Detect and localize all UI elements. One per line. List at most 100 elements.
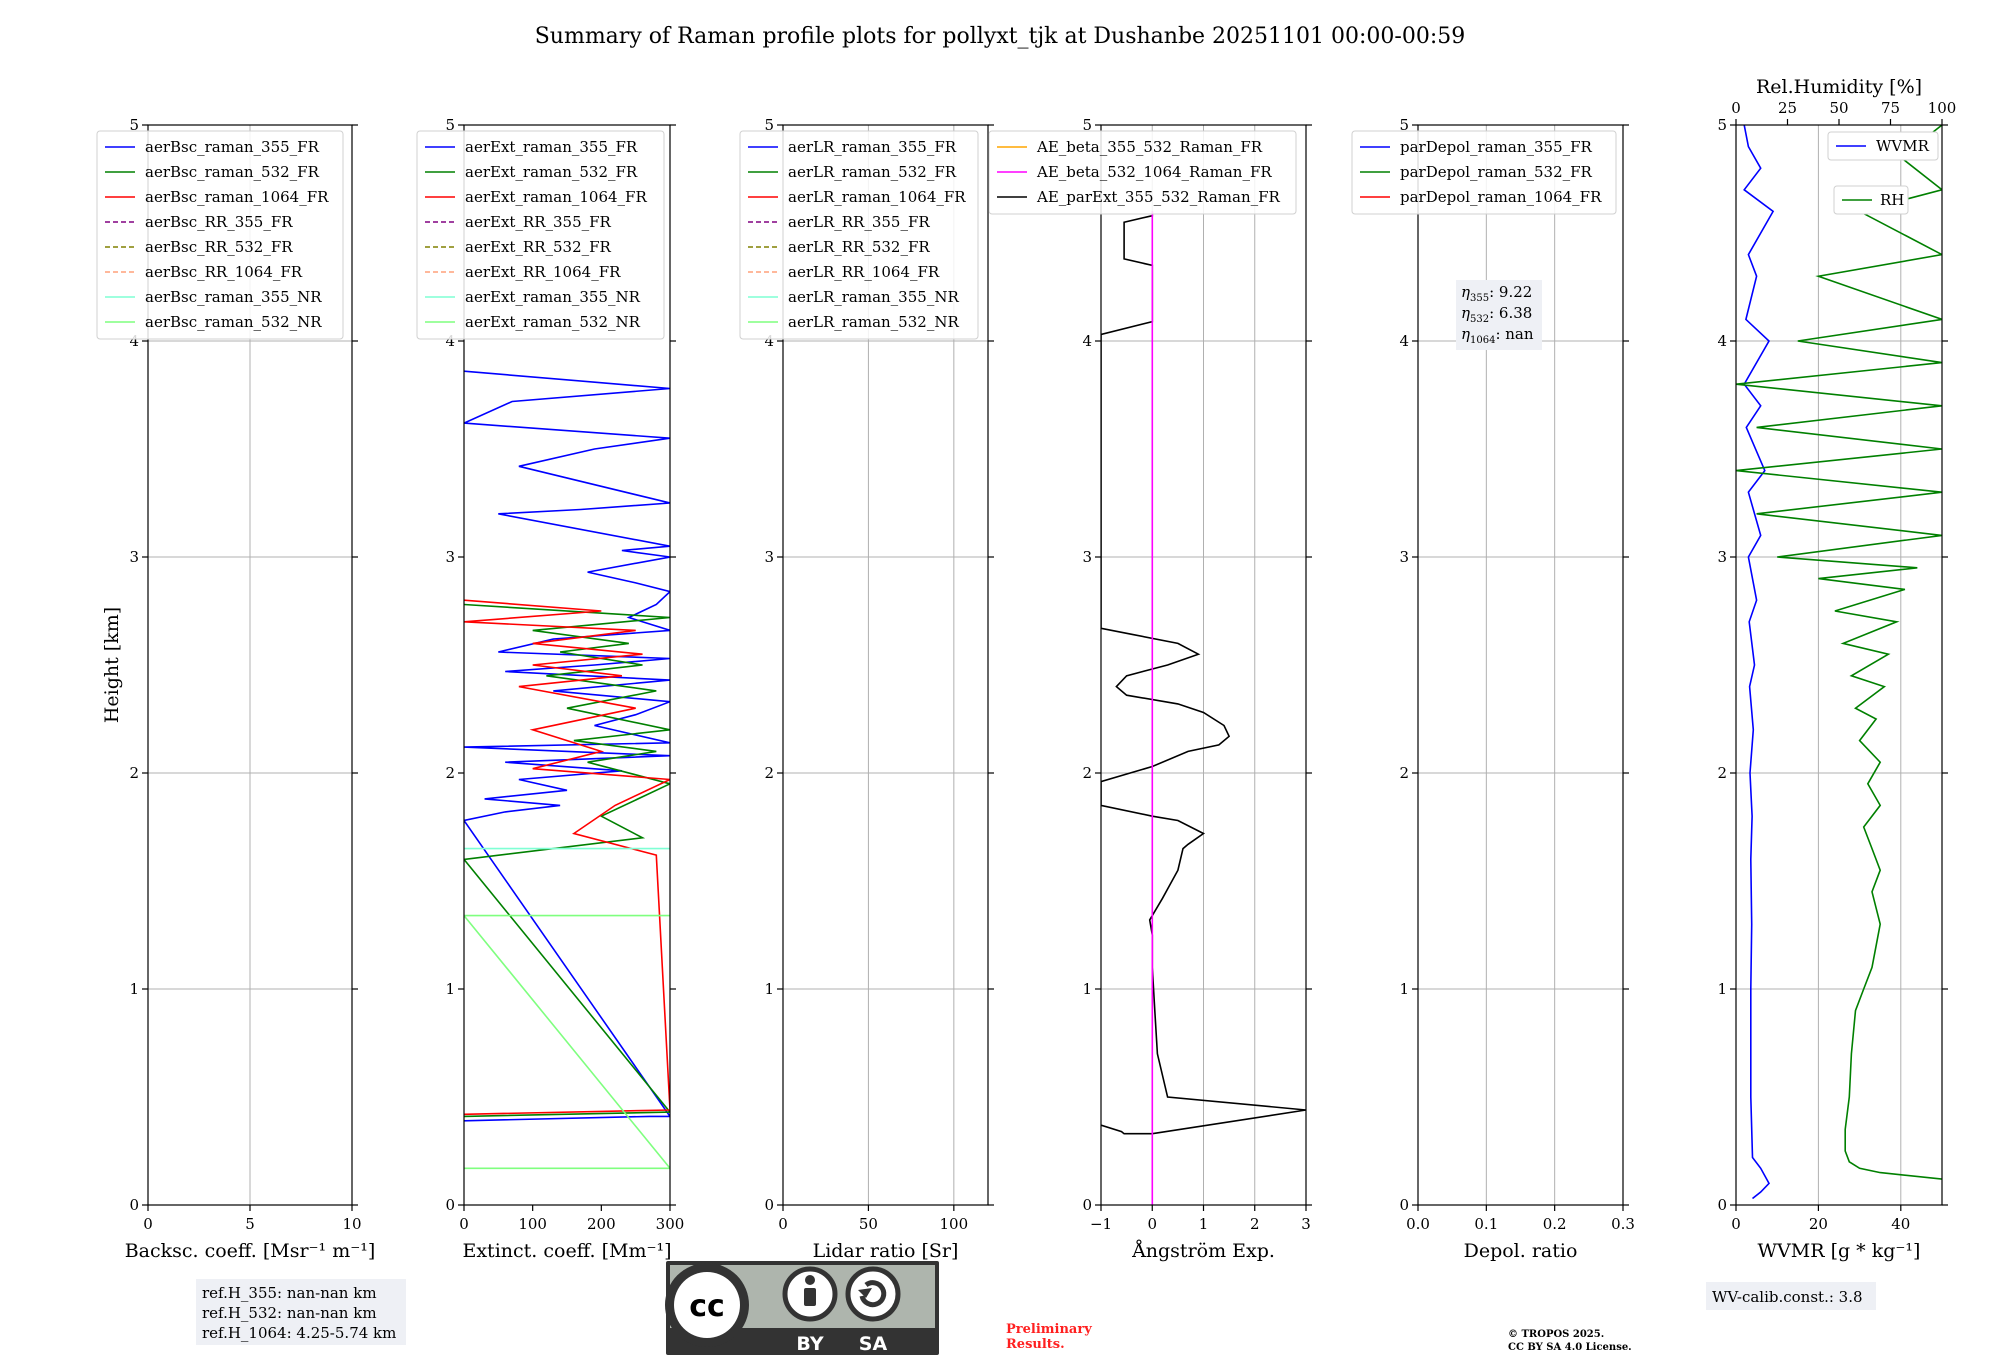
legend-label: AE_beta_532_1064_Raman_FR — [1036, 163, 1272, 181]
y-tick-label: 3 — [1399, 548, 1409, 566]
panel-backscatter: 0 1 2 3 4 5 0 5 10 Backsc. coeff. [Msr⁻¹ m⁻¹] Heig… — [96, 116, 376, 1262]
legend-box — [988, 130, 1297, 215]
y-axis-label: Height [km] — [101, 607, 123, 723]
x-tick-label: 200 — [587, 1215, 616, 1233]
legend-label: aerLR_raman_532_NR — [788, 313, 959, 331]
reference-heights-box — [196, 1279, 406, 1345]
x-axis-label: Depol. ratio — [1464, 1240, 1578, 1262]
legend-label: aerLR_raman_355_NR — [788, 288, 959, 306]
y-tick-label: 1 — [129, 980, 139, 998]
series-aerExt_raman_1064_FR — [464, 599, 670, 1116]
y-tick-label: 4 — [1717, 332, 1727, 350]
y-tick-label: 4 — [1082, 332, 1092, 350]
y-tick-label: 0 — [1082, 1196, 1092, 1214]
eta-value: : 9.22 — [1489, 283, 1532, 301]
panel-depol: 0 1 2 3 4 5 0.0 0.1 0.2 0.3 Depol. ratio parDepol_r… — [1351, 116, 1635, 1262]
eta-1064: η1064: nan — [1461, 325, 1534, 346]
legend-box — [96, 130, 344, 340]
legend-label: aerExt_raman_532_FR — [465, 163, 638, 181]
y-tick-label: 1 — [1399, 980, 1409, 998]
series-RH — [1736, 125, 1942, 1180]
x-tick-label: 50 — [859, 1215, 878, 1233]
legend-label: aerBsc_raman_1064_FR — [145, 188, 329, 206]
sa-icon — [845, 1266, 901, 1322]
ref-height-355: ref.H_355: nan-nan km — [202, 1284, 377, 1302]
y-tick-label: 0 — [764, 1196, 774, 1214]
y-tick-label: 5 — [129, 116, 139, 134]
sa-label: SA — [859, 1333, 888, 1355]
legend-label: parDepol_raman_532_FR — [1400, 163, 1593, 181]
x-axis-label: Backsc. coeff. [Msr⁻¹ m⁻¹] — [125, 1240, 376, 1262]
x-axis-label: Extinct. coeff. [Mm⁻¹] — [462, 1240, 671, 1262]
x-tick-label: 0 — [143, 1215, 153, 1233]
y-tick-label: 0 — [445, 1196, 455, 1214]
legend-box — [739, 130, 979, 340]
x2-tick-label: 0 — [1731, 99, 1741, 117]
legend-label: aerLR_RR_1064_FR — [788, 263, 940, 281]
eta-subscript: 355 — [1470, 293, 1489, 304]
legend-label: aerBsc_raman_355_NR — [145, 288, 322, 306]
eta-symbol: η — [1461, 325, 1470, 343]
axes-frame — [782, 124, 989, 1206]
series-WVMR — [1743, 125, 1775, 1200]
by-icon-body — [804, 1288, 816, 1306]
y-tick-label: 5 — [1717, 116, 1727, 134]
x-tick-label: 100 — [518, 1215, 547, 1233]
legend-label: WVMR — [1876, 137, 1930, 155]
cc-circle-inner — [674, 1272, 740, 1338]
eta-value: : nan — [1495, 325, 1533, 343]
series-aerExt_raman_532_NR — [464, 914, 670, 1170]
legend-label: RH — [1880, 191, 1904, 209]
x-tick-label: 0.0 — [1406, 1215, 1430, 1233]
copyright-line1: © TROPOS 2025. — [1508, 1329, 1604, 1340]
y-tick-label: 1 — [1082, 980, 1092, 998]
ref-height-1064: ref.H_1064: 4.25-5.74 km — [202, 1324, 396, 1342]
sa-icon-arrow — [859, 1280, 887, 1308]
eta-532: η532: 6.38 — [1461, 304, 1532, 325]
x-tick-label: 0.3 — [1611, 1215, 1635, 1233]
y-tick-label: 2 — [445, 764, 455, 782]
legend-label: aerExt_raman_532_NR — [465, 313, 641, 331]
x2-tick-label: 75 — [1881, 99, 1900, 117]
eta-box — [1456, 280, 1542, 350]
legend-label: AE_parExt_355_532_Raman_FR — [1036, 188, 1281, 206]
legend-label: aerExt_raman_355_FR — [465, 138, 638, 156]
sa-icon-arrowhead — [858, 1288, 872, 1298]
y-tick-label: 4 — [1399, 332, 1409, 350]
legend-label: aerLR_RR_355_FR — [788, 213, 930, 231]
y-tick-label: 4 — [445, 332, 455, 350]
x-tick-label: 5 — [245, 1215, 255, 1233]
y-tick-label: 3 — [129, 548, 139, 566]
eta-symbol: η — [1461, 283, 1470, 301]
preliminary-line1: Preliminary — [1006, 1322, 1092, 1337]
axes-frame — [1417, 124, 1624, 1206]
ref-height-532: ref.H_532: nan-nan km — [202, 1304, 377, 1322]
legend-label: parDepol_raman_355_FR — [1400, 138, 1593, 156]
x-tick-label: 0 — [1147, 1215, 1157, 1233]
x-tick-label: 3 — [1301, 1215, 1311, 1233]
y-tick-label: 3 — [1717, 548, 1727, 566]
legend-label: aerBsc_RR_532_FR — [145, 238, 293, 256]
series-aerExt_raman_532_FR — [464, 603, 670, 1118]
y-tick-label: 5 — [1399, 116, 1409, 134]
eta-value: : 6.38 — [1489, 304, 1532, 322]
preliminary-note: Preliminary Results. — [1006, 1322, 1092, 1352]
legend-label: aerLR_raman_355_FR — [788, 138, 957, 156]
y-tick-label: 1 — [1717, 980, 1727, 998]
y-tick-label: 3 — [445, 548, 455, 566]
panel-extinction: 0 1 2 3 4 5 0 100 200 300 Extinct. coeff. [Mm⁻¹] ae… — [416, 116, 684, 1262]
x-tick-label: 1 — [1199, 1215, 1209, 1233]
x2-tick-label: 100 — [1928, 99, 1957, 117]
legend-label: aerExt_raman_1064_FR — [465, 188, 647, 206]
y-tick-label: 0 — [1717, 1196, 1727, 1214]
series-AE_parExt_355_532_Raman_FR — [1101, 211, 1306, 1135]
axes-frame — [463, 124, 671, 1206]
legend-label: aerExt_RR_1064_FR — [465, 263, 621, 281]
y-tick-label: 3 — [764, 548, 774, 566]
legend-box — [1351, 130, 1617, 215]
legend-label: aerBsc_RR_1064_FR — [145, 263, 303, 281]
